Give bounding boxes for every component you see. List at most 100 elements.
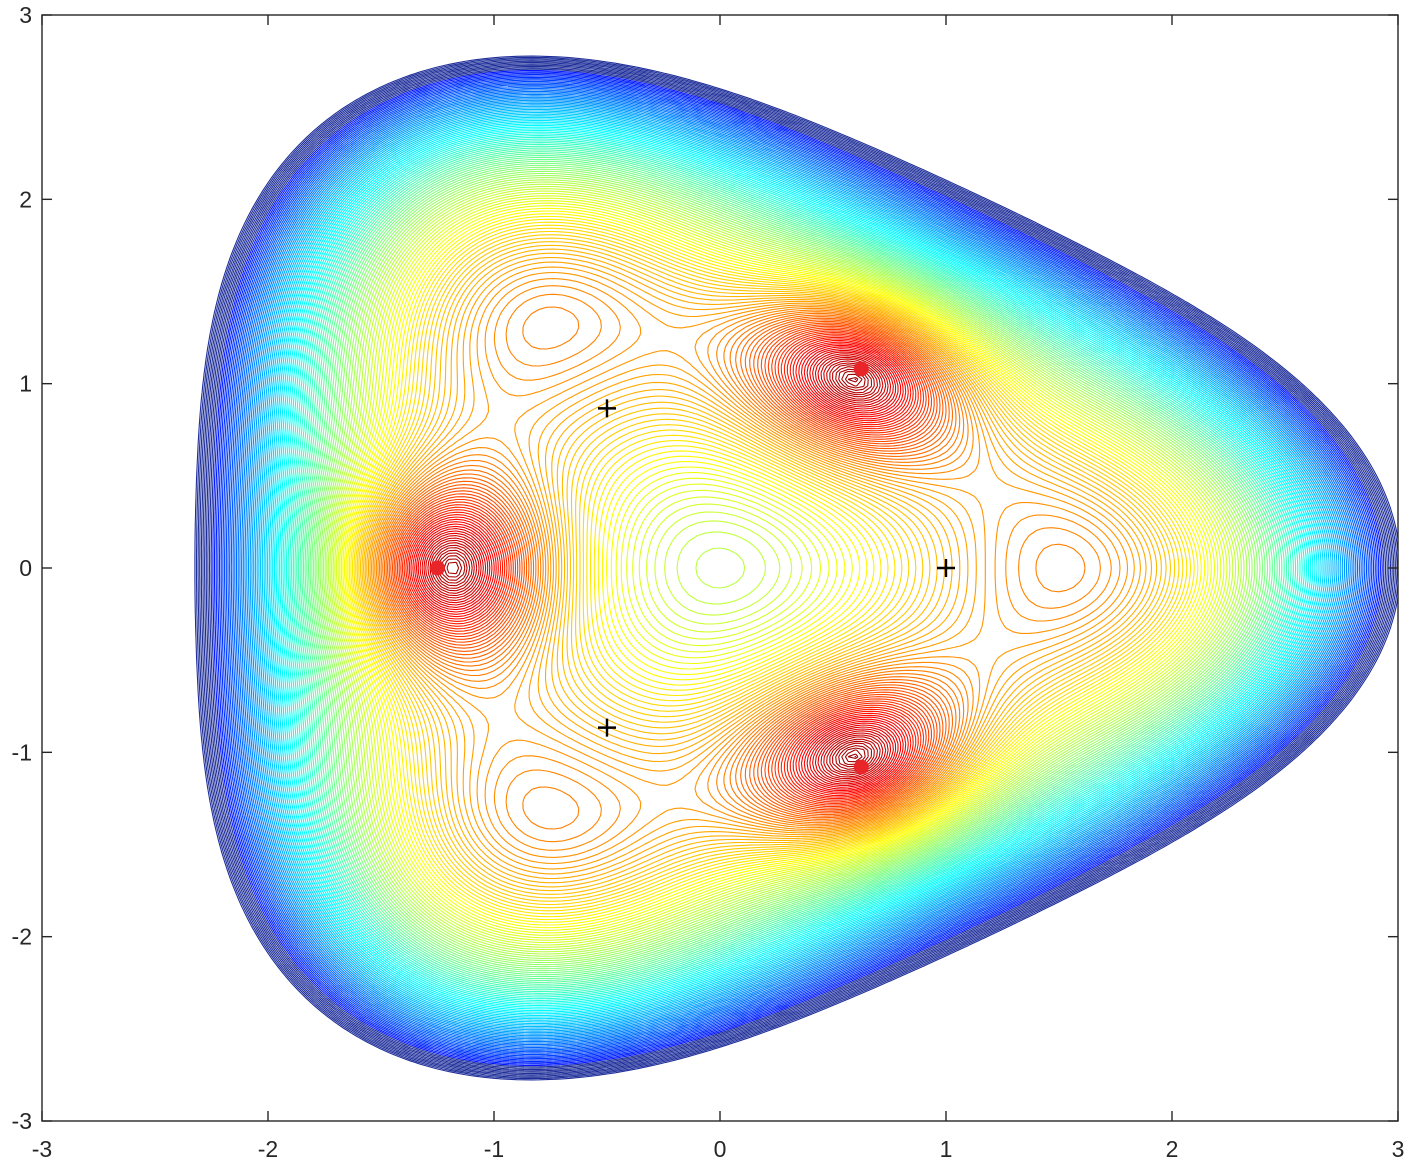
contour-line xyxy=(260,110,1332,1026)
contour-line xyxy=(301,151,1281,985)
axes: -3 -2 -1 0 1 2 3 3 2 1 0 -1 -2 -3 xyxy=(12,2,1405,1162)
contour-line xyxy=(398,330,927,806)
x-tick-label: 2 xyxy=(1166,1136,1179,1162)
contour-line xyxy=(253,104,1340,1032)
contour-line xyxy=(410,341,909,795)
contour-line xyxy=(247,99,1346,1037)
contour-line xyxy=(431,360,881,776)
contour-line xyxy=(207,65,1388,1071)
contour-line xyxy=(329,185,1237,951)
contour-line xyxy=(372,271,1129,865)
contour-line xyxy=(854,378,857,758)
contour-line xyxy=(405,336,917,800)
contour-line xyxy=(347,213,1202,923)
contour-line xyxy=(321,175,1251,961)
contour-line xyxy=(350,218,1195,918)
contour-line xyxy=(388,320,944,816)
contour-line xyxy=(382,314,957,822)
contour-line xyxy=(263,113,1328,1023)
contour-line xyxy=(200,60,1395,1076)
contour-line xyxy=(261,111,1330,1025)
contour-line xyxy=(218,75,1376,1061)
contour-line xyxy=(212,69,1383,1067)
contour-line xyxy=(414,344,904,792)
contour-line xyxy=(355,227,1184,909)
contour-line xyxy=(275,124,1314,1012)
contour-line xyxy=(304,154,1276,982)
contour-line xyxy=(239,92,1355,1044)
contour-line xyxy=(337,197,1222,939)
contour-line xyxy=(309,160,1269,976)
contour-line xyxy=(232,86,1362,1050)
contour-line xyxy=(446,373,863,763)
contour-line xyxy=(199,59,1396,1077)
contour-line xyxy=(251,102,1342,1034)
contour-line xyxy=(419,349,897,787)
contour-line xyxy=(273,123,1316,1013)
contour-line xyxy=(361,241,1167,895)
contour-line xyxy=(367,256,1147,880)
contour-line xyxy=(280,129,1308,1007)
contour-line xyxy=(343,207,1209,929)
contour-line xyxy=(256,107,1336,1029)
contour-line xyxy=(297,147,1285,989)
contour-line xyxy=(375,285,1112,851)
contour-line xyxy=(311,162,1266,974)
y-tick-label: -3 xyxy=(12,1108,32,1134)
contour-line xyxy=(249,101,1344,1035)
contour-line xyxy=(277,126,1312,1010)
contour-line xyxy=(316,168,1258,968)
contour-line xyxy=(339,200,1219,936)
contour-line xyxy=(423,353,892,783)
contour-line xyxy=(217,74,1378,1062)
contour-line xyxy=(332,190,1231,946)
contour-line xyxy=(279,128,1310,1008)
contour-line xyxy=(258,108,1334,1028)
contour-line xyxy=(220,76,1375,1060)
contour-line xyxy=(230,85,1364,1051)
contour-line xyxy=(377,293,1101,843)
contour-line xyxy=(438,366,873,770)
contour-line xyxy=(285,135,1301,1001)
contour-line xyxy=(340,202,1216,934)
contour-line xyxy=(205,64,1390,1072)
contour-line xyxy=(289,138,1297,998)
contour-line xyxy=(393,325,935,811)
contour-line xyxy=(391,324,938,812)
contour-line xyxy=(380,312,961,824)
y-tick-label: 2 xyxy=(19,186,32,212)
contour-line xyxy=(396,328,930,808)
contour-line xyxy=(335,195,1225,941)
contour-line xyxy=(366,252,1153,884)
contour-line xyxy=(348,215,1199,921)
contour-line xyxy=(202,62,1393,1074)
contour-line xyxy=(317,170,1256,966)
contour-line xyxy=(195,56,1398,1080)
contour-line xyxy=(443,370,866,766)
contour-line xyxy=(356,230,1180,906)
contour-line xyxy=(291,140,1294,996)
contour-line xyxy=(213,71,1381,1065)
contour-line xyxy=(342,205,1212,931)
contour-line xyxy=(353,224,1188,912)
y-tick-label: -1 xyxy=(12,739,32,765)
contour-line xyxy=(266,116,1324,1020)
minimum-point xyxy=(430,560,445,576)
contour-line xyxy=(407,338,914,798)
contour-line xyxy=(268,118,1322,1018)
y-tick-label: 0 xyxy=(19,555,32,581)
contour-line xyxy=(302,153,1278,983)
contour-line xyxy=(847,376,859,760)
contour-line xyxy=(427,356,887,780)
x-tick-label: -1 xyxy=(484,1136,504,1162)
contour-line xyxy=(327,183,1240,953)
contour-line xyxy=(254,105,1338,1031)
contour-line xyxy=(322,177,1248,959)
contour-line xyxy=(284,133,1303,1003)
contour-line xyxy=(370,266,1135,870)
contour-line xyxy=(385,317,950,819)
contour-line xyxy=(235,89,1359,1047)
contour-lines xyxy=(194,55,1398,1081)
x-tick-label: -2 xyxy=(258,1136,278,1162)
